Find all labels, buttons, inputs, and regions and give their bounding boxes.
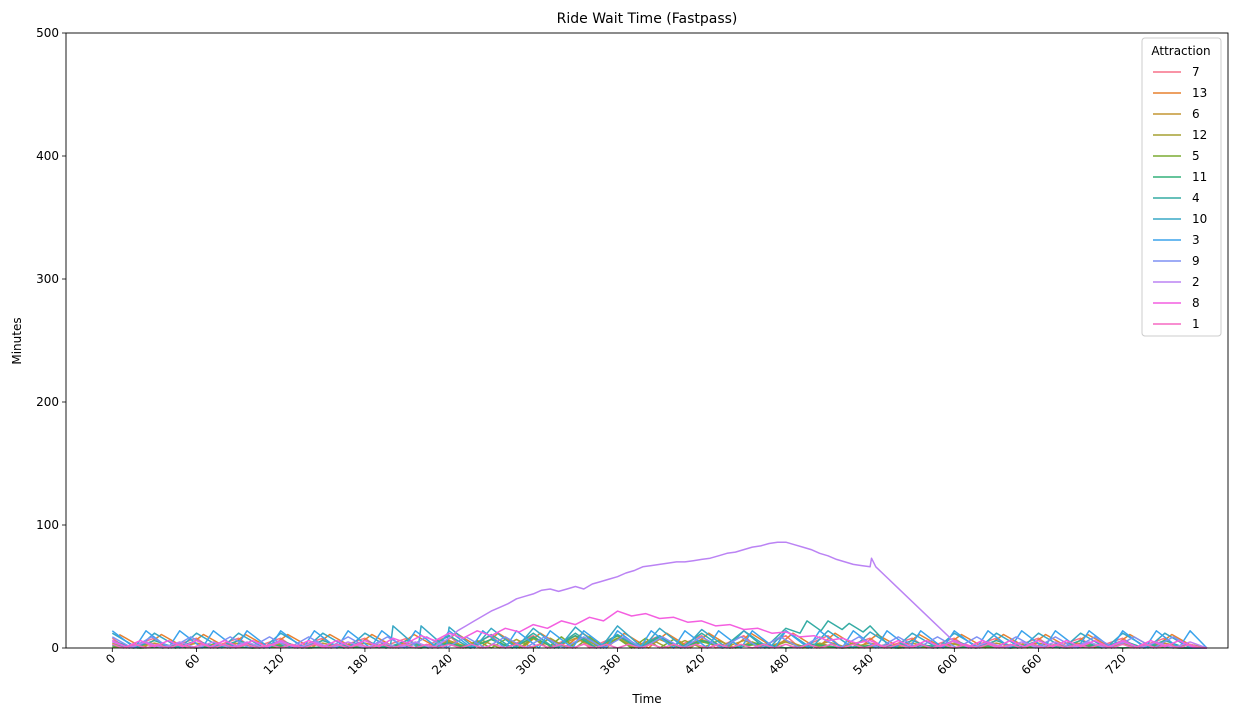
y-tick-label: 300 bbox=[36, 272, 59, 286]
x-tick-label: 540 bbox=[850, 651, 876, 677]
y-tick-label: 400 bbox=[36, 149, 59, 163]
y-axis: 0 100 200 300 400 500 bbox=[36, 26, 66, 655]
legend-label: 13 bbox=[1192, 86, 1207, 100]
chart-title: Ride Wait Time (Fastpass) bbox=[557, 11, 738, 27]
series-line-8 bbox=[111, 610, 1207, 649]
y-tick-label: 100 bbox=[36, 518, 59, 532]
x-tick-label: 240 bbox=[429, 651, 455, 677]
legend-item-11: 11 bbox=[1153, 170, 1207, 184]
x-tick-label: 180 bbox=[345, 651, 371, 677]
legend-label: 11 bbox=[1192, 170, 1207, 184]
legend-label: 5 bbox=[1192, 149, 1200, 163]
x-axis-title: Time bbox=[631, 692, 661, 706]
legend-label: 1 bbox=[1192, 317, 1200, 331]
legend-label: 9 bbox=[1192, 254, 1200, 268]
legend-label: 4 bbox=[1192, 191, 1200, 205]
legend-item-5: 5 bbox=[1153, 149, 1200, 163]
plot-area-frame bbox=[65, 32, 1229, 649]
legend-item-4: 4 bbox=[1153, 191, 1200, 205]
y-tick-label: 0 bbox=[51, 641, 59, 655]
legend-box bbox=[1141, 37, 1222, 337]
legend: Attraction 7 13 6 12 5 11 4 10 3 9 2 8 1 bbox=[1141, 37, 1222, 337]
legend-item-3: 3 bbox=[1153, 233, 1200, 247]
legend-label: 7 bbox=[1192, 65, 1200, 79]
x-tick-label: 120 bbox=[261, 651, 287, 677]
legend-item-2: 2 bbox=[1153, 275, 1200, 289]
legend-label: 12 bbox=[1192, 128, 1207, 142]
x-tick-label: 480 bbox=[766, 651, 792, 677]
x-tick-label: 0 bbox=[103, 651, 118, 666]
x-tick-label: 600 bbox=[934, 651, 960, 677]
legend-title: Attraction bbox=[1151, 44, 1210, 58]
legend-item-12: 12 bbox=[1153, 128, 1207, 142]
x-tick-label: 60 bbox=[182, 651, 203, 672]
legend-item-6: 6 bbox=[1153, 107, 1200, 121]
x-tick-label: 720 bbox=[1103, 651, 1129, 677]
series-layer bbox=[111, 541, 1208, 649]
legend-item-1: 1 bbox=[1153, 317, 1200, 331]
legend-label: 10 bbox=[1192, 212, 1207, 226]
legend-item-9: 9 bbox=[1153, 254, 1200, 268]
legend-item-8: 8 bbox=[1153, 296, 1200, 310]
y-tick-label: 200 bbox=[36, 395, 59, 409]
legend-item-7: 7 bbox=[1153, 65, 1200, 79]
y-tick-label: 500 bbox=[36, 26, 59, 40]
legend-items: 7 13 6 12 5 11 4 10 3 9 2 8 1 bbox=[1153, 65, 1207, 331]
legend-label: 8 bbox=[1192, 296, 1200, 310]
series-line-2 bbox=[112, 541, 1208, 649]
x-tick-label: 660 bbox=[1019, 651, 1045, 677]
x-tick-label: 300 bbox=[513, 651, 539, 677]
x-tick-label: 420 bbox=[682, 651, 708, 677]
x-tick-label: 360 bbox=[598, 651, 624, 677]
legend-item-10: 10 bbox=[1153, 212, 1207, 226]
legend-label: 6 bbox=[1192, 107, 1200, 121]
legend-label: 3 bbox=[1192, 233, 1200, 247]
legend-item-13: 13 bbox=[1153, 86, 1207, 100]
x-axis: 0 60 120 180 240 300 360 420 480 540 600 660 720 bbox=[103, 648, 1129, 677]
legend-label: 2 bbox=[1192, 275, 1200, 289]
y-axis-title: Minutes bbox=[10, 317, 24, 364]
